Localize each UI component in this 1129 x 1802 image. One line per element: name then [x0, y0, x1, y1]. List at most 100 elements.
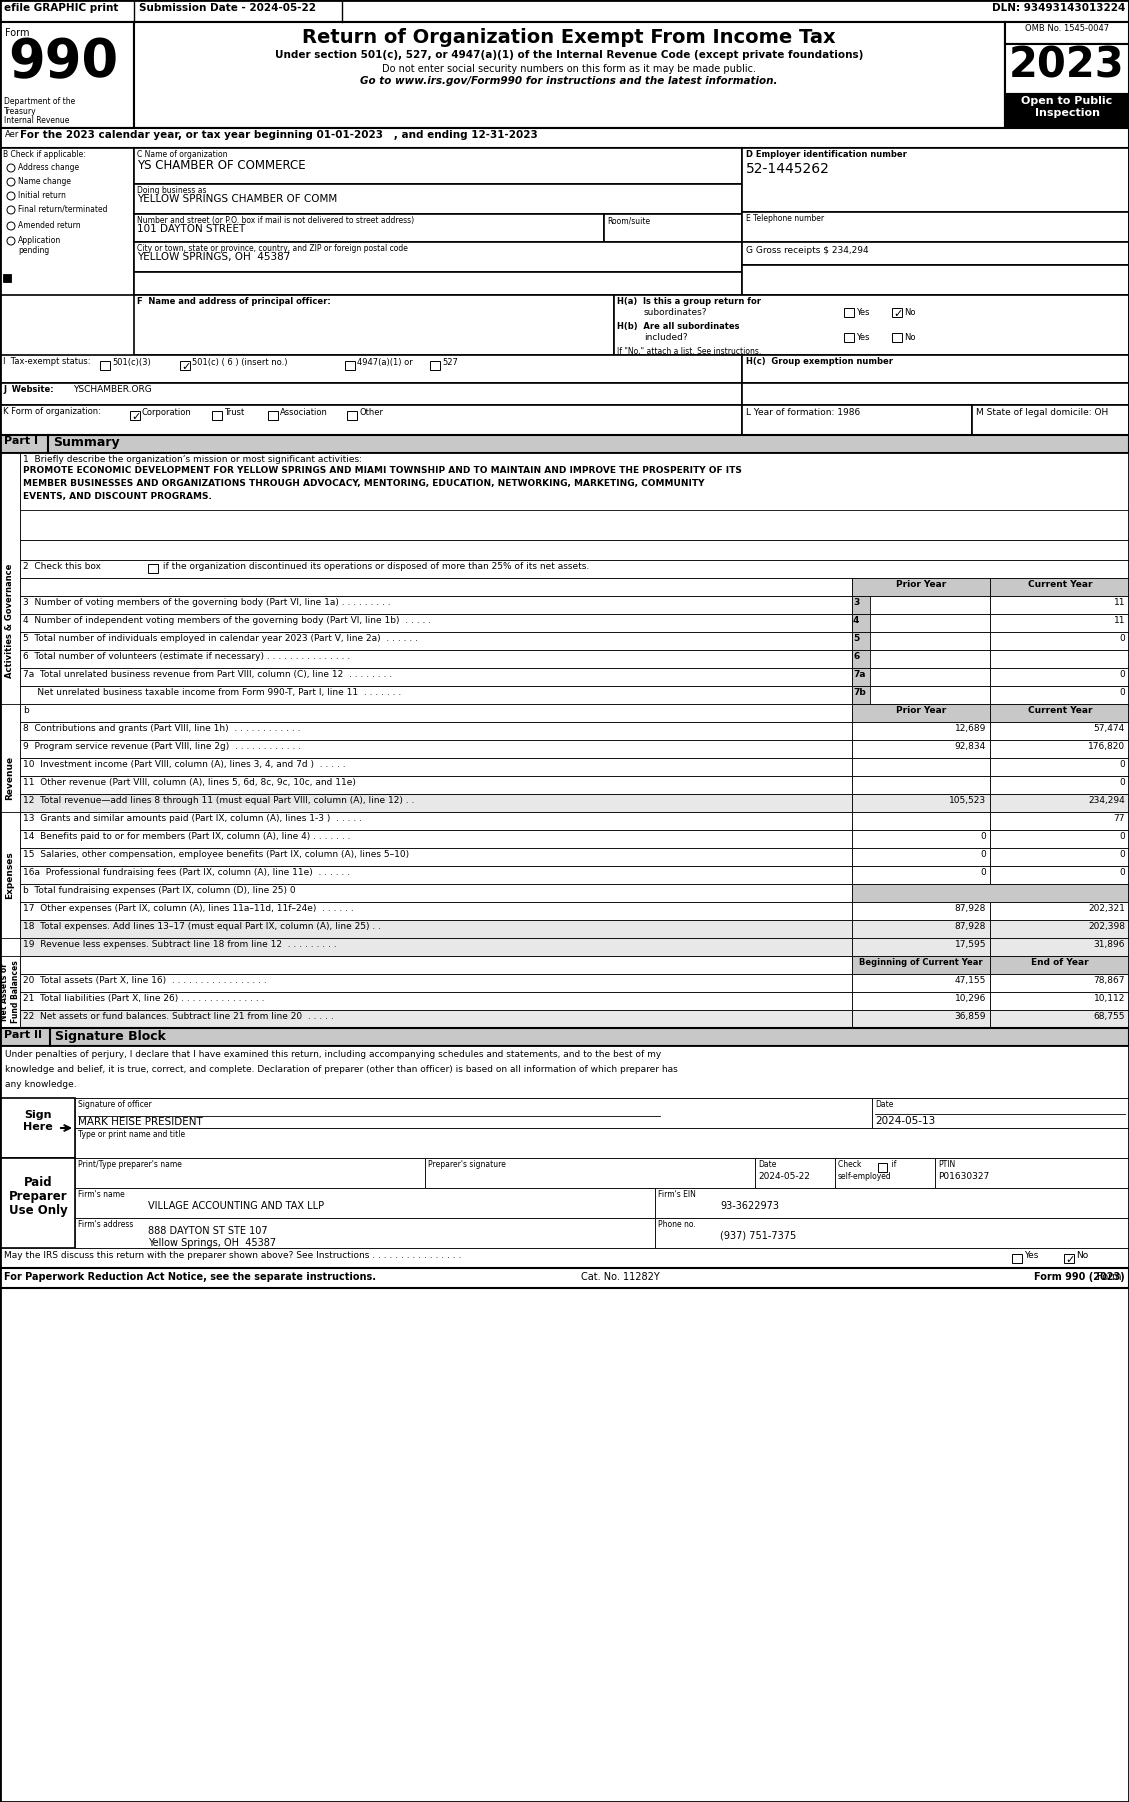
Bar — [990, 596, 1129, 614]
Bar — [20, 1009, 852, 1027]
Bar — [852, 1009, 990, 1027]
Text: Date: Date — [758, 1160, 777, 1169]
Text: 501(c) ( 6 ) (insert no.): 501(c) ( 6 ) (insert no.) — [192, 359, 288, 368]
Text: 12,689: 12,689 — [955, 724, 986, 733]
Text: Paid: Paid — [24, 1177, 52, 1189]
Text: 5: 5 — [854, 634, 859, 643]
Text: 10  Investment income (Part VIII, column (A), lines 3, 4, and 7d )  . . . . .: 10 Investment income (Part VIII, column … — [23, 760, 345, 769]
Bar — [20, 867, 852, 885]
Bar — [75, 1218, 655, 1249]
Bar — [0, 1027, 1129, 1045]
Bar — [0, 813, 20, 939]
Bar — [990, 741, 1129, 759]
Text: 10,112: 10,112 — [1094, 995, 1124, 1004]
Bar — [852, 777, 990, 795]
Bar — [852, 991, 990, 1009]
Bar — [0, 705, 20, 852]
Bar — [852, 723, 990, 741]
Bar — [20, 596, 852, 614]
Text: Final return/terminated: Final return/terminated — [18, 205, 107, 214]
Bar — [1064, 1254, 1074, 1263]
Bar — [852, 669, 990, 687]
Text: Amended return: Amended return — [18, 222, 80, 231]
Bar — [20, 795, 852, 813]
Bar — [134, 184, 742, 214]
Text: PTIN: PTIN — [938, 1160, 955, 1169]
Bar — [852, 596, 870, 614]
Text: Address change: Address change — [18, 162, 79, 171]
Bar — [990, 705, 1129, 723]
Bar — [742, 265, 1129, 296]
Text: 3  Number of voting members of the governing body (Part VI, line 1a) . . . . . .: 3 Number of voting members of the govern… — [23, 598, 391, 607]
Text: H(b)  Are all subordinates: H(b) Are all subordinates — [618, 323, 739, 332]
Text: Submission Date - 2024-05-22: Submission Date - 2024-05-22 — [139, 4, 316, 13]
Text: P01630327: P01630327 — [938, 1171, 989, 1180]
Text: Form 990 (2023): Form 990 (2023) — [1034, 1272, 1124, 1281]
Text: Activities & Governance: Activities & Governance — [6, 564, 15, 678]
Bar — [852, 759, 990, 777]
Text: 0: 0 — [1119, 688, 1124, 697]
Bar — [20, 975, 852, 991]
Text: Net unrelated business taxable income from Form 990-T, Part I, line 11  . . . . : Net unrelated business taxable income fr… — [23, 688, 401, 697]
Text: K Form of organization:: K Form of organization: — [3, 407, 100, 416]
Text: 57,474: 57,474 — [1094, 724, 1124, 733]
Text: Summary: Summary — [53, 436, 120, 449]
Text: Signature Block: Signature Block — [55, 1031, 166, 1043]
Bar — [20, 939, 852, 957]
Text: 0: 0 — [1119, 634, 1124, 643]
Bar — [852, 957, 990, 975]
Text: End of Year: End of Year — [1031, 959, 1088, 968]
Bar — [655, 1218, 1129, 1249]
Text: B Check if applicable:: B Check if applicable: — [3, 150, 86, 159]
Text: Sign: Sign — [24, 1110, 52, 1121]
Text: MARK HEISE PRESIDENT: MARK HEISE PRESIDENT — [78, 1117, 203, 1126]
Bar — [425, 1159, 755, 1188]
Text: 4: 4 — [854, 616, 859, 625]
Bar — [134, 148, 742, 184]
Text: 0: 0 — [980, 869, 986, 878]
Text: Preparer's signature: Preparer's signature — [428, 1160, 506, 1169]
Text: H(c)  Group exemption number: H(c) Group exemption number — [746, 357, 893, 366]
Text: 0: 0 — [1119, 670, 1124, 679]
Bar — [852, 741, 990, 759]
Bar — [990, 578, 1129, 596]
Bar — [990, 991, 1129, 1009]
Bar — [20, 885, 852, 903]
Text: Doing business as: Doing business as — [137, 186, 207, 195]
Bar — [990, 633, 1129, 651]
Text: 5  Total number of individuals employed in calendar year 2023 (Part V, line 2a) : 5 Total number of individuals employed i… — [23, 634, 418, 643]
Text: 0: 0 — [1119, 833, 1124, 842]
Text: Number and street (or P.O. box if mail is not delivered to street address): Number and street (or P.O. box if mail i… — [137, 216, 414, 225]
Text: Prior Year: Prior Year — [896, 580, 946, 589]
Text: Print/Type preparer's name: Print/Type preparer's name — [78, 1160, 182, 1169]
Bar — [852, 831, 990, 849]
Bar — [604, 214, 742, 241]
Bar — [742, 405, 972, 434]
Bar — [892, 333, 902, 342]
Text: Initial return: Initial return — [18, 191, 65, 200]
Bar — [990, 957, 1129, 975]
Bar — [20, 687, 852, 705]
Text: L Year of formation: 1986: L Year of formation: 1986 — [746, 407, 860, 416]
Text: Return of Organization Exempt From Income Tax: Return of Organization Exempt From Incom… — [303, 29, 835, 47]
Text: Cat. No. 11282Y: Cat. No. 11282Y — [580, 1272, 659, 1281]
Text: No: No — [1076, 1251, 1088, 1260]
Text: Date: Date — [875, 1099, 893, 1108]
Text: 7a  Total unrelated business revenue from Part VIII, column (C), line 12  . . . : 7a Total unrelated business revenue from… — [23, 670, 392, 679]
Bar — [0, 1045, 1129, 1097]
Text: 19  Revenue less expenses. Subtract line 18 from line 12  . . . . . . . . .: 19 Revenue less expenses. Subtract line … — [23, 941, 336, 950]
Text: Part II: Part II — [5, 1031, 42, 1040]
Bar — [990, 975, 1129, 991]
Text: Revenue: Revenue — [6, 755, 15, 800]
Text: 92,834: 92,834 — [955, 742, 986, 751]
Bar — [990, 903, 1129, 921]
Text: Firm's name: Firm's name — [78, 1189, 124, 1198]
Bar — [892, 308, 902, 317]
Text: 4947(a)(1) or: 4947(a)(1) or — [357, 359, 413, 368]
Text: 0: 0 — [980, 833, 986, 842]
Text: 78,867: 78,867 — [1094, 977, 1124, 986]
Bar — [0, 0, 1129, 22]
Bar — [20, 903, 852, 921]
Bar — [844, 308, 854, 317]
Bar — [75, 1159, 425, 1188]
